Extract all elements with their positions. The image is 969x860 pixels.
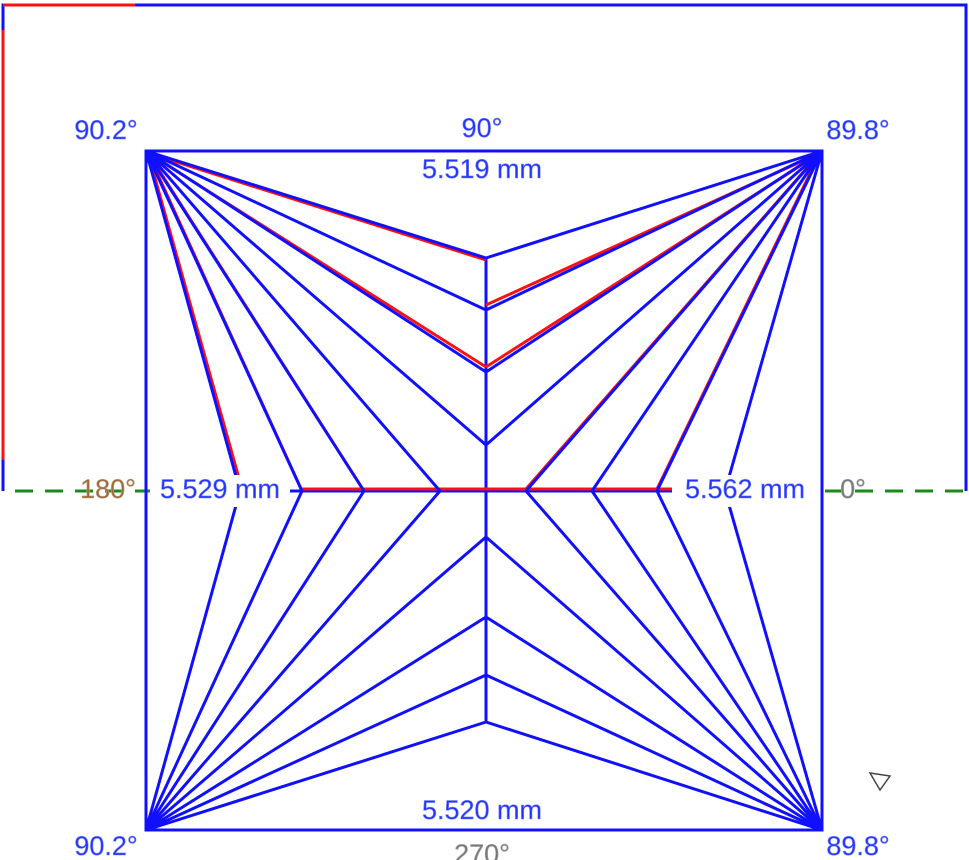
red-overlay: [146, 151, 822, 492]
direction-label: 90°: [462, 113, 503, 143]
cursor-icon: [868, 772, 892, 792]
label-bg: [408, 796, 554, 826]
measurement: 5.520 mm: [422, 795, 542, 825]
direction-label: 180°: [80, 474, 136, 504]
label-bg: [150, 475, 290, 507]
measurement: 5.519 mm: [422, 154, 542, 184]
frame-highlight: [1, 3, 135, 460]
direction-label: 270°: [454, 839, 510, 860]
measurement: 5.529 mm: [160, 474, 280, 504]
direction-label: 0°: [840, 474, 866, 504]
corner-angle: 90.2°: [74, 115, 137, 145]
label-bg: [408, 155, 554, 187]
corner-angle: 89.8°: [826, 115, 889, 145]
corner-angle: 90.2°: [74, 831, 137, 860]
facet-lines: [144, 149, 824, 832]
corner-angle: 89.8°: [826, 831, 889, 860]
measurement: 5.562 mm: [685, 474, 805, 504]
label-bg: [672, 475, 818, 507]
